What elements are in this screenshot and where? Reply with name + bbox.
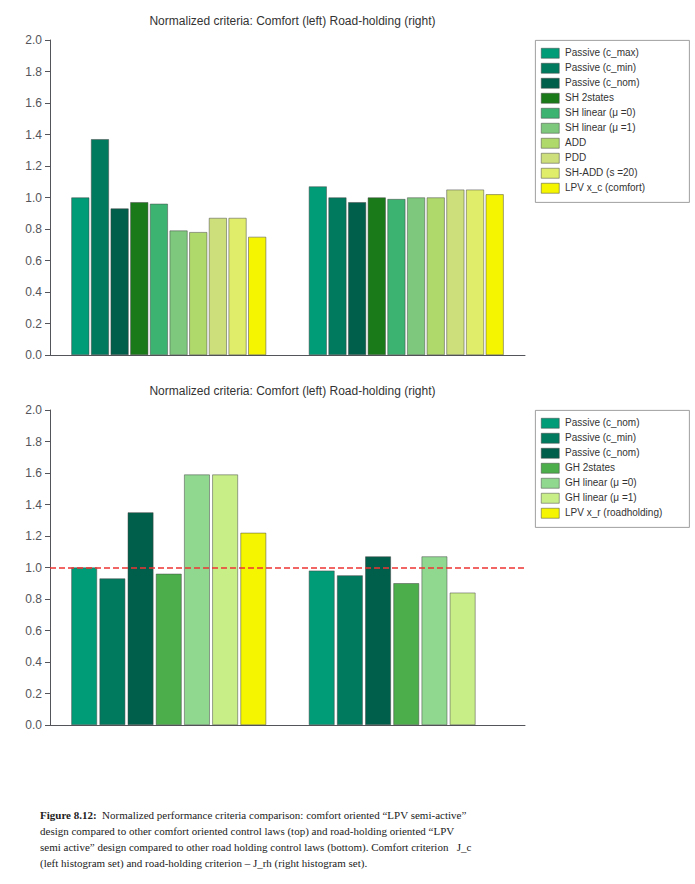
svg-text:Normalized criteria: Comfort (: Normalized criteria: Comfort (left) Road… xyxy=(149,14,435,28)
svg-text:Passive (c_min): Passive (c_min) xyxy=(565,432,636,443)
svg-text:0.6: 0.6 xyxy=(25,254,42,268)
svg-text:PDD: PDD xyxy=(565,152,586,163)
svg-text:1.0: 1.0 xyxy=(25,561,42,575)
svg-text:LPV x_r (roadholding): LPV x_r (roadholding) xyxy=(565,507,662,518)
svg-text:Passive (c_nom): Passive (c_nom) xyxy=(565,417,639,428)
svg-text:0.8: 0.8 xyxy=(25,592,42,606)
svg-text:(left histogram set) and road-: (left histogram set) and road-holding cr… xyxy=(40,857,367,870)
svg-text:Normalized performance criteri: Normalized performance criteria comparis… xyxy=(97,809,467,821)
svg-text:0.0: 0.0 xyxy=(25,718,42,732)
svg-text:GH linear (μ =0): GH linear (μ =0) xyxy=(565,477,637,488)
svg-text:0.2: 0.2 xyxy=(25,687,42,701)
svg-text:2.0: 2.0 xyxy=(25,33,42,47)
svg-text:Passive (c_nom): Passive (c_nom) xyxy=(565,447,639,458)
svg-text:1.6: 1.6 xyxy=(25,466,42,480)
svg-text:0.4: 0.4 xyxy=(25,285,42,299)
svg-text:Passive (c_max): Passive (c_max) xyxy=(565,47,639,58)
svg-text:SH-ADD (s =20): SH-ADD (s =20) xyxy=(565,167,638,178)
svg-text:1.2: 1.2 xyxy=(25,159,42,173)
svg-text:0.0: 0.0 xyxy=(25,348,42,362)
svg-text:2.0: 2.0 xyxy=(25,403,42,417)
svg-text:0.6: 0.6 xyxy=(25,624,42,638)
svg-text:SH 2states: SH 2states xyxy=(565,92,614,103)
svg-text:0.2: 0.2 xyxy=(25,317,42,331)
svg-text:Figure 8.12:: Figure 8.12: xyxy=(40,809,97,821)
svg-text:0.8: 0.8 xyxy=(25,222,42,236)
svg-text:1.6: 1.6 xyxy=(25,96,42,110)
svg-text:SH linear (μ =1): SH linear (μ =1) xyxy=(565,122,636,133)
svg-text:1.4: 1.4 xyxy=(25,498,42,512)
svg-text:design compared to other comfo: design compared to other comfort oriente… xyxy=(40,825,454,838)
svg-text:1.4: 1.4 xyxy=(25,128,42,142)
svg-text:1.2: 1.2 xyxy=(25,529,42,543)
svg-text:Passive (c_nom): Passive (c_nom) xyxy=(565,77,639,88)
svg-text:SH linear (μ =0): SH linear (μ =0) xyxy=(565,107,636,118)
svg-text:1.0: 1.0 xyxy=(25,191,42,205)
svg-text:Passive (c_min): Passive (c_min) xyxy=(565,62,636,73)
svg-text:ADD: ADD xyxy=(565,137,586,148)
svg-text:GH 2states: GH 2states xyxy=(565,462,615,473)
svg-text:semi active” design compared t: semi active” design compared to other ro… xyxy=(40,841,471,854)
svg-text:1.8: 1.8 xyxy=(25,435,42,449)
svg-text:LPV x_c (comfort): LPV x_c (comfort) xyxy=(565,182,645,193)
svg-text:GH linear (μ =1): GH linear (μ =1) xyxy=(565,492,637,503)
svg-text:0.4: 0.4 xyxy=(25,655,42,669)
svg-text:Normalized criteria: Comfort (: Normalized criteria: Comfort (left) Road… xyxy=(149,384,435,398)
svg-text:1.8: 1.8 xyxy=(25,65,42,79)
